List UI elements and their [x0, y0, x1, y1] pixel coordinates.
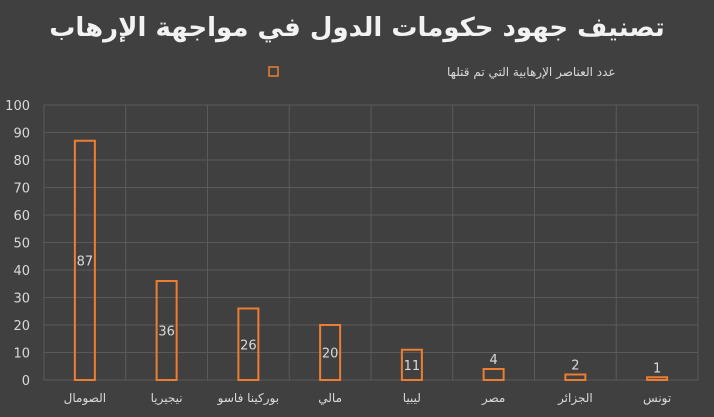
data-label: 20 [322, 347, 339, 362]
bar [482, 368, 505, 381]
y-tick-label: 10 [13, 347, 30, 362]
data-labels: 87 36 26 20 11 4 2 1 [77, 254, 662, 376]
y-tick-label: 80 [13, 154, 30, 169]
x-category-label: نيجيريا [151, 391, 183, 406]
y-tick-label: 70 [13, 182, 30, 197]
bar [319, 324, 342, 381]
x-category-label: مالي [318, 391, 342, 405]
data-label: 36 [158, 325, 175, 340]
gridlines [43, 104, 699, 381]
x-axis-categories: الصومال نيجيريا بوركينا فاسو مالي ليبيا مصر ال… [64, 391, 672, 406]
chart-title: تصنيف جهود حكومات الدول في مواجهة الإرها… [49, 13, 664, 43]
y-tick-label: 60 [13, 209, 30, 224]
y-tick-label: 50 [13, 237, 30, 252]
legend-label: عدد العناصر الإرهابية التي تم قتلها [447, 65, 616, 80]
x-category-label: الصومال [64, 391, 106, 406]
x-category-label: الجزائر [557, 391, 593, 406]
y-tick-label: 90 [13, 127, 30, 142]
y-tick-label: 30 [13, 292, 30, 307]
legend: عدد العناصر الإرهابية التي تم قتلها [268, 65, 616, 80]
y-tick-label: 20 [13, 319, 30, 334]
data-label: 2 [571, 359, 579, 374]
data-label: 26 [240, 338, 257, 353]
data-label: 87 [77, 254, 94, 269]
bar [155, 280, 178, 381]
data-label: 1 [653, 361, 661, 376]
x-category-label: بوركينا فاسو [217, 391, 279, 406]
bars [73, 139, 669, 381]
y-tick-label: 100 [5, 99, 30, 114]
bar [646, 376, 669, 381]
y-axis-ticks: 0 10 20 30 40 50 60 70 80 90 100 [5, 99, 30, 389]
bar [400, 348, 423, 381]
data-label: 11 [404, 359, 421, 374]
y-tick-label: 0 [22, 374, 30, 389]
x-category-label: مصر [481, 391, 505, 406]
bar [237, 307, 260, 381]
legend-swatch [268, 66, 279, 77]
x-category-label: ليبيا [403, 391, 421, 405]
y-tick-label: 40 [13, 264, 30, 279]
bar [73, 139, 96, 381]
data-label: 4 [489, 353, 497, 368]
x-category-label: تونس [643, 391, 671, 406]
bar [564, 373, 587, 381]
